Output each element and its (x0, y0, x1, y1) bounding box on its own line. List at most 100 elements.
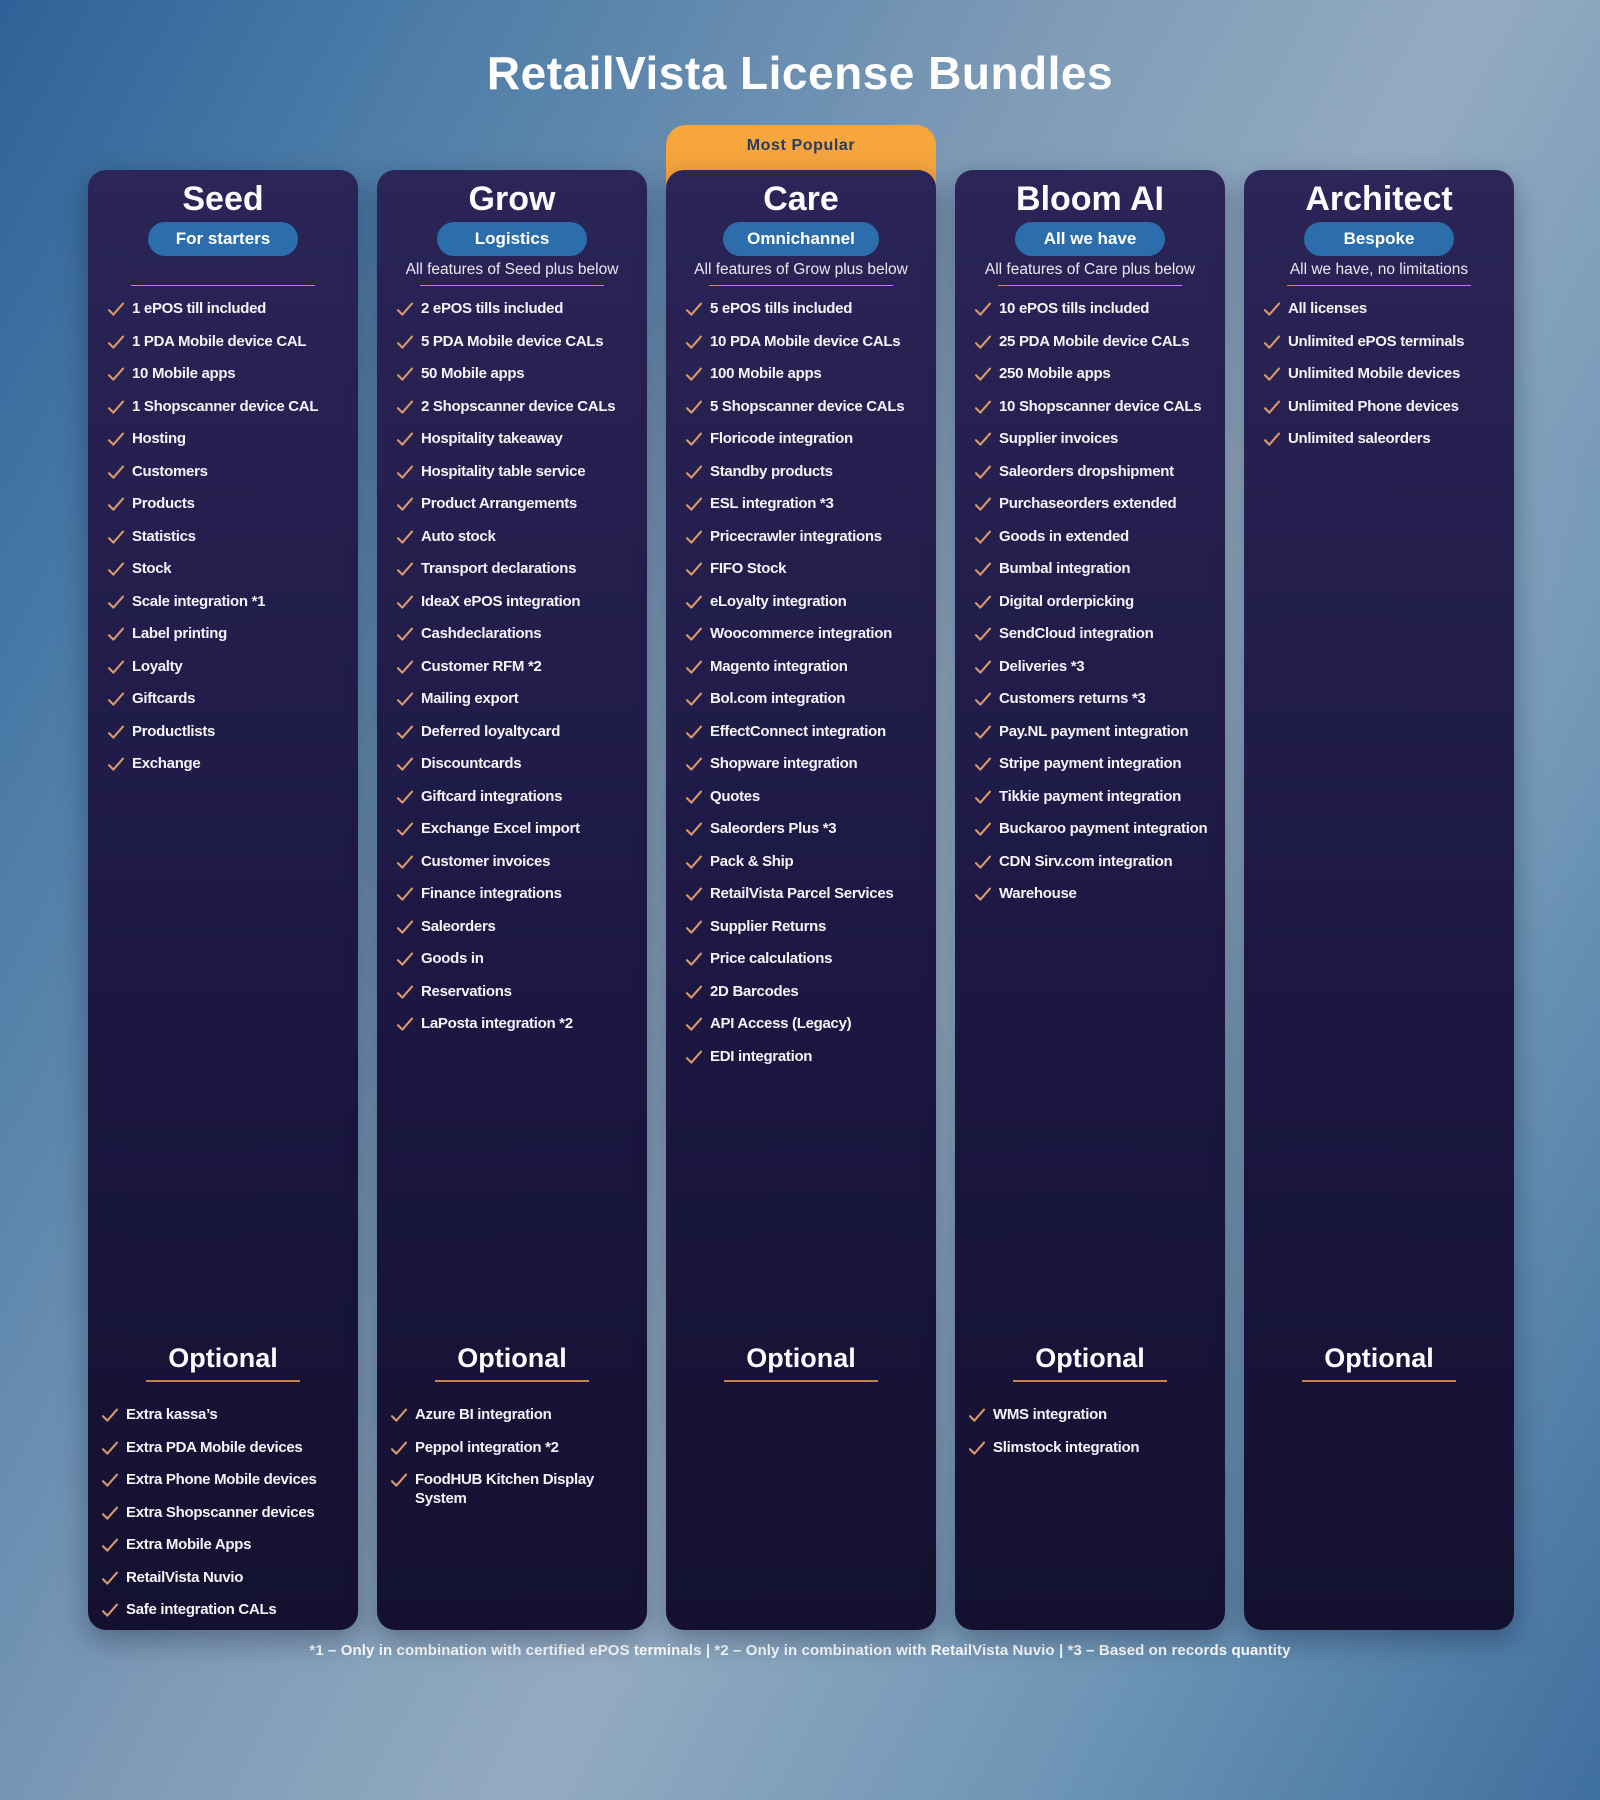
feature-label: Exchange Excel import (421, 820, 580, 837)
check-icon (397, 692, 413, 706)
feature-item: Stock (108, 560, 344, 579)
feature-list: 1 ePOS till included 1 PDA Mobile device … (102, 300, 344, 774)
check-icon (686, 887, 702, 901)
feature-item: Woocommerce integration (686, 625, 922, 644)
feature-item: LaPosta integration *2 (397, 1015, 633, 1034)
feature-item: Finance integrations (397, 885, 633, 904)
check-icon (686, 855, 702, 869)
feature-item: Goods in (397, 950, 633, 969)
feature-item: Unlimited ePOS terminals (1264, 333, 1500, 352)
check-icon (397, 465, 413, 479)
check-icon (397, 530, 413, 544)
optional-heading: Optional (1035, 1343, 1145, 1373)
optional-section: Optional Extra kassa’s Extra PDA Mobile d… (102, 1342, 344, 1634)
check-icon (108, 562, 124, 576)
feature-label: Supplier invoices (999, 430, 1119, 447)
feature-item: EffectConnect integration (686, 723, 922, 742)
feature-label: Bumbal integration (999, 560, 1131, 577)
feature-item: Magento integration (686, 658, 922, 677)
optional-underline (145, 1380, 301, 1382)
optional-list: WMS integration Slimstock integration (969, 1406, 1211, 1457)
check-icon (686, 400, 702, 414)
feature-item: Hospitality table service (397, 463, 633, 482)
feature-label: Customer RFM *2 (421, 657, 542, 675)
check-icon (975, 530, 991, 544)
footnote: *1 – Only in combination with certified … (309, 1642, 1291, 1659)
feature-label: 5 Shopscanner device CALs (710, 397, 905, 415)
plan-badge: Logistics (437, 222, 587, 256)
check-icon (108, 465, 124, 479)
feature-item: Purchaseorders extended (975, 495, 1211, 514)
check-icon (686, 660, 702, 674)
plan-subtitle: All we have, no limitations (1289, 261, 1469, 278)
optional-section: Optional WMS integration Slimstock integr… (969, 1342, 1211, 1471)
feature-label: Floricode integration (710, 430, 853, 447)
plan-badge: For starters (148, 222, 298, 256)
plan-card-body: Seed For starters 1 ePOS till included 1 … (88, 170, 358, 1630)
feature-item: Deliveries *3 (975, 658, 1211, 677)
feature-item: 5 ePOS tills included (686, 300, 922, 319)
feature-label: Reservations (421, 982, 512, 1000)
feature-item: FoodHUB Kitchen Display System (391, 1471, 633, 1508)
feature-label: LaPosta integration *2 (421, 1015, 573, 1032)
feature-item: Customer invoices (397, 853, 633, 872)
feature-item: Bol.com integration (686, 690, 922, 709)
check-icon (686, 757, 702, 771)
feature-label: Customers (132, 462, 208, 480)
feature-label: Extra Phone Mobile devices (126, 1471, 317, 1488)
optional-underline (1301, 1380, 1457, 1382)
check-icon (686, 1017, 702, 1031)
check-icon (686, 985, 702, 999)
feature-label: Extra Shopscanner devices (126, 1503, 315, 1521)
check-icon (397, 595, 413, 609)
feature-item: Reservations (397, 983, 633, 1002)
check-icon (975, 562, 991, 576)
plan-title: Bloom AI (1016, 180, 1164, 218)
feature-item: FIFO Stock (686, 560, 922, 579)
feature-item: Warehouse (975, 885, 1211, 904)
feature-item: Quotes (686, 788, 922, 807)
feature-list: All licenses Unlimited ePOS terminals Unli… (1258, 300, 1500, 449)
feature-label: Buckaroo payment integration (999, 820, 1208, 837)
feature-item: Slimstock integration (969, 1439, 1211, 1458)
check-icon (975, 367, 991, 381)
check-icon (397, 725, 413, 739)
feature-item: Cashdeclarations (397, 625, 633, 644)
feature-item: Pay.NL payment integration (975, 723, 1211, 742)
feature-item: Safe integration CALs (102, 1601, 344, 1620)
plan-subtitle: All features of Care plus below (984, 261, 1196, 278)
check-icon (686, 822, 702, 836)
feature-label: 5 PDA Mobile device CALs (421, 332, 604, 350)
feature-label: WMS integration (993, 1406, 1107, 1423)
check-icon (686, 627, 702, 641)
feature-item: 10 ePOS tills included (975, 300, 1211, 319)
feature-label: Magento integration (710, 657, 848, 675)
feature-label: 10 Mobile apps (132, 365, 236, 382)
feature-item: Saleorders (397, 918, 633, 937)
feature-item: Peppol integration *2 (391, 1439, 633, 1458)
check-icon (102, 1506, 118, 1520)
feature-item: WMS integration (969, 1406, 1211, 1425)
feature-list: 5 ePOS tills included 10 PDA Mobile devic… (680, 300, 922, 1066)
check-icon (686, 725, 702, 739)
check-icon (1264, 367, 1280, 381)
feature-label: Deferred loyaltycard (421, 722, 561, 740)
feature-item: Digital orderpicking (975, 593, 1211, 612)
feature-item: ESL integration *3 (686, 495, 922, 514)
optional-underline (434, 1380, 590, 1382)
feature-item: Auto stock (397, 528, 633, 547)
feature-item: Customers returns *3 (975, 690, 1211, 709)
check-icon (397, 627, 413, 641)
feature-label: Cashdeclarations (421, 625, 542, 642)
check-icon (397, 302, 413, 316)
feature-label: Customer invoices (421, 852, 551, 870)
feature-item: Buckaroo payment integration (975, 820, 1211, 839)
feature-label: 100 Mobile apps (710, 365, 822, 382)
divider (1287, 285, 1471, 286)
check-icon (975, 822, 991, 836)
feature-item: Deferred loyaltycard (397, 723, 633, 742)
check-icon (975, 855, 991, 869)
plan-card-body: Bloom AI All we have All features of Car… (955, 170, 1225, 1630)
feature-item: 10 PDA Mobile device CALs (686, 333, 922, 352)
feature-label: Purchaseorders extended (999, 495, 1177, 512)
